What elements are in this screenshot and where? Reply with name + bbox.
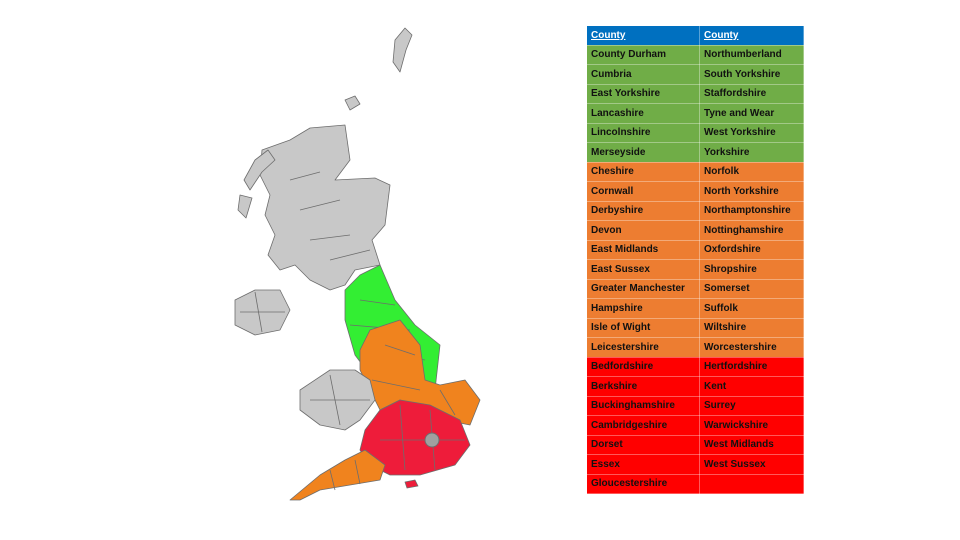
isle-of-wight (404, 479, 419, 489)
county-cell: West Sussex (699, 454, 804, 475)
county-cell: Northumberland (699, 44, 804, 65)
county-cell: Devon (586, 220, 700, 241)
county-cell: Hampshire (586, 298, 700, 319)
table-row: Greater Manchester Somerset (586, 278, 804, 299)
county-cell: Leicestershire (586, 337, 700, 358)
northern-ireland (234, 289, 291, 336)
county-cell: Dorset (586, 434, 700, 455)
county-cell: West Midlands (699, 434, 804, 455)
table-row: County Durham Northumberland (586, 44, 804, 65)
county-cell: Oxfordshire (699, 239, 804, 260)
empty-cell (699, 473, 804, 494)
county-cell: Yorkshire (699, 142, 804, 163)
county-cell: Somerset (699, 278, 804, 299)
table-row: Cheshire Norfolk (586, 161, 804, 182)
table-row: Lancashire Tyne and Wear (586, 103, 804, 124)
table-row: Devon Nottinghamshire (586, 220, 804, 241)
county-cell: Merseyside (586, 142, 700, 163)
table-row: East Yorkshire Staffordshire (586, 83, 804, 104)
county-cell: Nottinghamshire (699, 220, 804, 241)
county-cell: East Sussex (586, 259, 700, 280)
county-cell: South Yorkshire (699, 64, 804, 85)
county-cell: Cambridgeshire (586, 415, 700, 436)
table-row: Lincolnshire West Yorkshire (586, 122, 804, 143)
county-cell: Cumbria (586, 64, 700, 85)
county-cell: County Durham (586, 44, 700, 65)
wales (299, 369, 376, 431)
county-cell: North Yorkshire (699, 181, 804, 202)
header-row: County County (586, 25, 804, 46)
county-cell: Bedfordshire (586, 356, 700, 377)
table-row: Cambridgeshire Warwickshire (586, 415, 804, 436)
table-row: Berkshire Kent (586, 376, 804, 397)
county-cell: Tyne and Wear (699, 103, 804, 124)
county-cell: Buckinghamshire (586, 395, 700, 416)
county-cell: Surrey (699, 395, 804, 416)
table-row: Dorset West Midlands (586, 434, 804, 455)
table-row: Isle of Wight Wiltshire (586, 317, 804, 338)
county-cell: Wiltshire (699, 317, 804, 338)
table-row: Gloucestershire (586, 473, 804, 494)
county-cell: Cheshire (586, 161, 700, 182)
county-cell: Norfolk (699, 161, 804, 182)
table-row: Hampshire Suffolk (586, 298, 804, 319)
county-cell: Isle of Wight (586, 317, 700, 338)
south-east (359, 399, 471, 476)
table-row: East Sussex Shropshire (586, 259, 804, 280)
county-cell: East Yorkshire (586, 83, 700, 104)
london (424, 432, 440, 448)
county-cell: Warwickshire (699, 415, 804, 436)
county-cell: Kent (699, 376, 804, 397)
table-row: Derbyshire Northamptonshire (586, 200, 804, 221)
county-cell: Shropshire (699, 259, 804, 280)
table-row: Cumbria South Yorkshire (586, 64, 804, 85)
table-row: Buckinghamshire Surrey (586, 395, 804, 416)
table-row: Leicestershire Worcestershire (586, 337, 804, 358)
county-cell: West Yorkshire (699, 122, 804, 143)
county-cell: Derbyshire (586, 200, 700, 221)
county-cell: Cornwall (586, 181, 700, 202)
county-cell: Hertfordshire (699, 356, 804, 377)
county-cell: Lancashire (586, 103, 700, 124)
county-cell: Worcestershire (699, 337, 804, 358)
county-cell: Northamptonshire (699, 200, 804, 221)
table-row: Bedfordshire Hertfordshire (586, 356, 804, 377)
county-cell: Lincolnshire (586, 122, 700, 143)
county-cell: Berkshire (586, 376, 700, 397)
uk-map (234, 27, 481, 501)
county-table: County County County Durham Northumberlan… (586, 25, 804, 494)
county-cell: Greater Manchester (586, 278, 700, 299)
county-cell: Essex (586, 454, 700, 475)
county-cell: Suffolk (699, 298, 804, 319)
table-row: Merseyside Yorkshire (586, 142, 804, 163)
header-cell: County (699, 25, 804, 46)
table-row: Cornwall North Yorkshire (586, 181, 804, 202)
header-cell: County (586, 25, 700, 46)
table-row: Essex West Sussex (586, 454, 804, 475)
county-cell: East Midlands (586, 239, 700, 260)
table-row: East Midlands Oxfordshire (586, 239, 804, 260)
county-cell: Staffordshire (699, 83, 804, 104)
south-west (289, 449, 386, 501)
county-cell: Gloucestershire (586, 473, 700, 494)
scotland (237, 27, 413, 291)
